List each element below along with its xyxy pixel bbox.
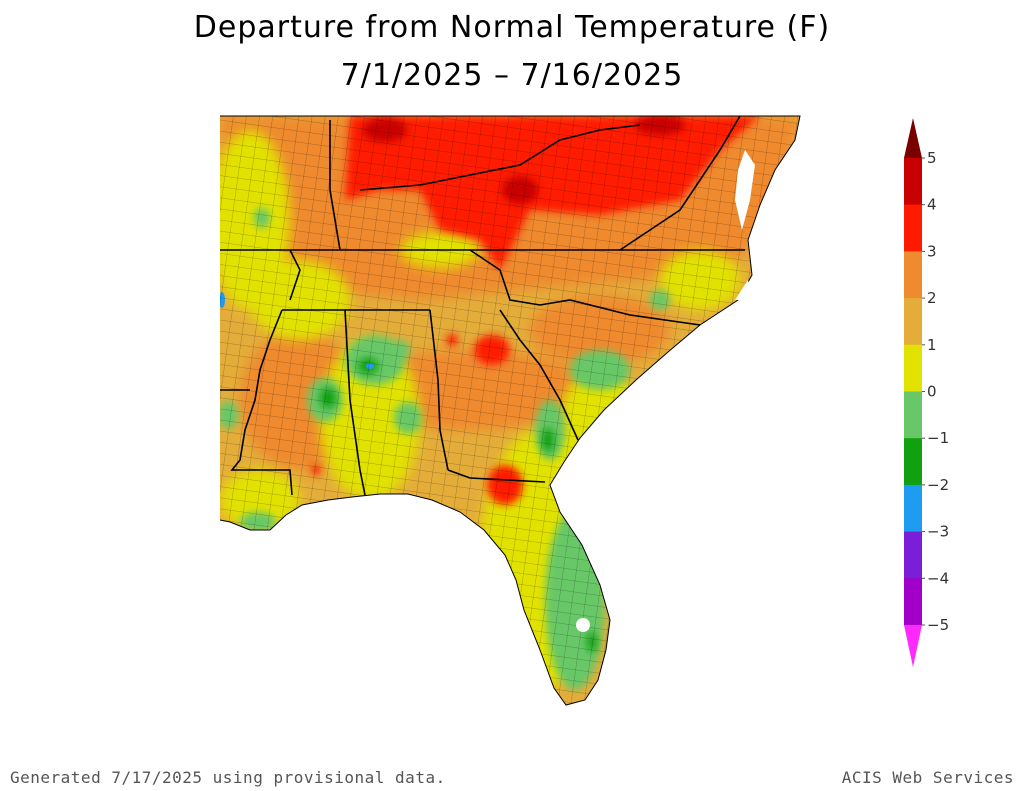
state-borders <box>220 115 745 496</box>
legend-label: −5 <box>927 616 949 634</box>
legend-swatch <box>904 438 922 486</box>
legend-swatch <box>904 298 922 346</box>
legend-swatch <box>904 484 922 533</box>
legend-arrow-top <box>904 118 922 158</box>
legend-label: 0 <box>927 383 937 401</box>
legend-label: 1 <box>927 336 937 354</box>
legend-swatch <box>904 344 922 392</box>
legend-label: 4 <box>927 196 937 214</box>
color-legend: 5 4 3 2 1 0 −1 −2 −3 −4 −5 <box>904 118 949 667</box>
legend-swatch <box>904 158 922 206</box>
legend-swatch <box>904 251 922 299</box>
legend-label: −1 <box>927 429 949 447</box>
legend-arrow-bottom <box>904 625 922 667</box>
map-land <box>220 116 800 705</box>
legend-label: −3 <box>927 523 949 541</box>
legend-swatch <box>904 391 922 439</box>
legend-label: −4 <box>927 569 949 587</box>
map-title: Departure from Normal Temperature (F) <box>193 10 831 45</box>
source-credit: ACIS Web Services <box>841 768 1014 787</box>
legend-swatch <box>904 578 922 626</box>
legend-label: −2 <box>927 476 949 494</box>
generated-note: Generated 7/17/2025 using provisional da… <box>10 768 446 787</box>
temperature-departure-map <box>219 115 801 706</box>
map-date-range: 7/1/2025 – 7/16/2025 <box>340 58 684 93</box>
legend-label: 2 <box>927 289 937 307</box>
legend-swatch <box>904 531 922 579</box>
legend-swatch <box>904 204 922 252</box>
water-bodies <box>576 150 755 632</box>
legend-label: 3 <box>927 242 937 260</box>
legend-label: 5 <box>927 149 937 167</box>
